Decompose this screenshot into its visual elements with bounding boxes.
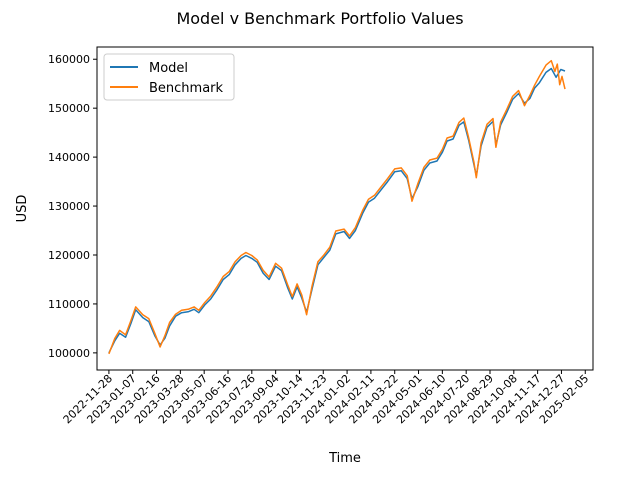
legend-label-model: Model (149, 61, 188, 76)
axes-frame (96, 46, 594, 371)
series-line-benchmark (108, 59, 566, 355)
y-tick-label: 100000 (48, 347, 90, 360)
legend-label-benchmark: Benchmark (149, 81, 224, 96)
y-tick-label: 140000 (48, 151, 90, 164)
y-tick-label: 130000 (48, 200, 90, 213)
y-tick-label: 120000 (48, 249, 90, 262)
chart-title: Model v Benchmark Portfolio Values (176, 9, 463, 28)
legend-box (103, 53, 235, 101)
y-tick-label: 110000 (48, 298, 90, 311)
x-axis: 2022-11-282023-01-072023-02-162023-03-28… (61, 370, 591, 426)
y-axis-label: USD (15, 195, 30, 223)
plot-lines (108, 59, 566, 355)
series-line-model (108, 67, 566, 354)
y-axis: 100000 110000 120000 130000 140000 150000 1600… (48, 53, 97, 360)
y-tick-label: 160000 (48, 53, 90, 66)
legend: Model Benchmark (103, 53, 235, 101)
x-axis-label: Time (328, 451, 361, 466)
y-tick-label: 150000 (48, 102, 90, 115)
